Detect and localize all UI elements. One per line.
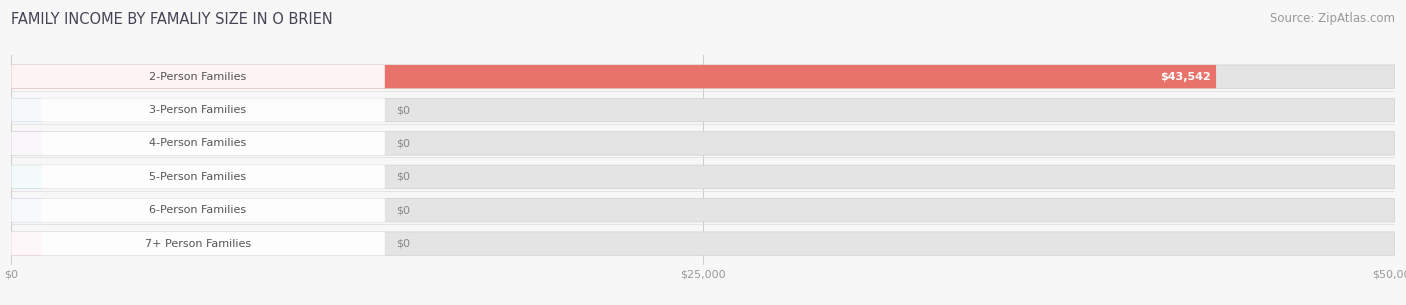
FancyBboxPatch shape — [11, 232, 1395, 255]
Text: 6-Person Families: 6-Person Families — [149, 205, 246, 215]
Text: FAMILY INCOME BY FAMALIY SIZE IN O BRIEN: FAMILY INCOME BY FAMALIY SIZE IN O BRIEN — [11, 12, 333, 27]
FancyBboxPatch shape — [11, 65, 1395, 88]
FancyBboxPatch shape — [11, 165, 385, 188]
Text: 3-Person Families: 3-Person Families — [149, 105, 246, 115]
FancyBboxPatch shape — [11, 65, 385, 88]
Text: $0: $0 — [396, 105, 411, 115]
Text: $43,542: $43,542 — [1160, 72, 1211, 82]
FancyBboxPatch shape — [11, 199, 1395, 222]
Text: $0: $0 — [396, 205, 411, 215]
FancyBboxPatch shape — [11, 132, 1395, 155]
FancyBboxPatch shape — [11, 132, 385, 155]
FancyBboxPatch shape — [11, 232, 42, 255]
FancyBboxPatch shape — [11, 98, 385, 122]
Text: 7+ Person Families: 7+ Person Families — [145, 239, 252, 249]
FancyBboxPatch shape — [11, 98, 1395, 122]
FancyBboxPatch shape — [11, 199, 385, 222]
FancyBboxPatch shape — [11, 65, 1216, 88]
FancyBboxPatch shape — [11, 199, 42, 222]
FancyBboxPatch shape — [11, 165, 42, 188]
Text: 4-Person Families: 4-Person Families — [149, 138, 246, 149]
Text: 5-Person Families: 5-Person Families — [149, 172, 246, 182]
FancyBboxPatch shape — [11, 98, 42, 122]
FancyBboxPatch shape — [11, 165, 1395, 188]
FancyBboxPatch shape — [11, 232, 385, 255]
Text: Source: ZipAtlas.com: Source: ZipAtlas.com — [1270, 12, 1395, 25]
Text: $0: $0 — [396, 138, 411, 149]
Text: $0: $0 — [396, 172, 411, 182]
Text: 2-Person Families: 2-Person Families — [149, 72, 246, 82]
Text: $0: $0 — [396, 239, 411, 249]
FancyBboxPatch shape — [11, 132, 42, 155]
